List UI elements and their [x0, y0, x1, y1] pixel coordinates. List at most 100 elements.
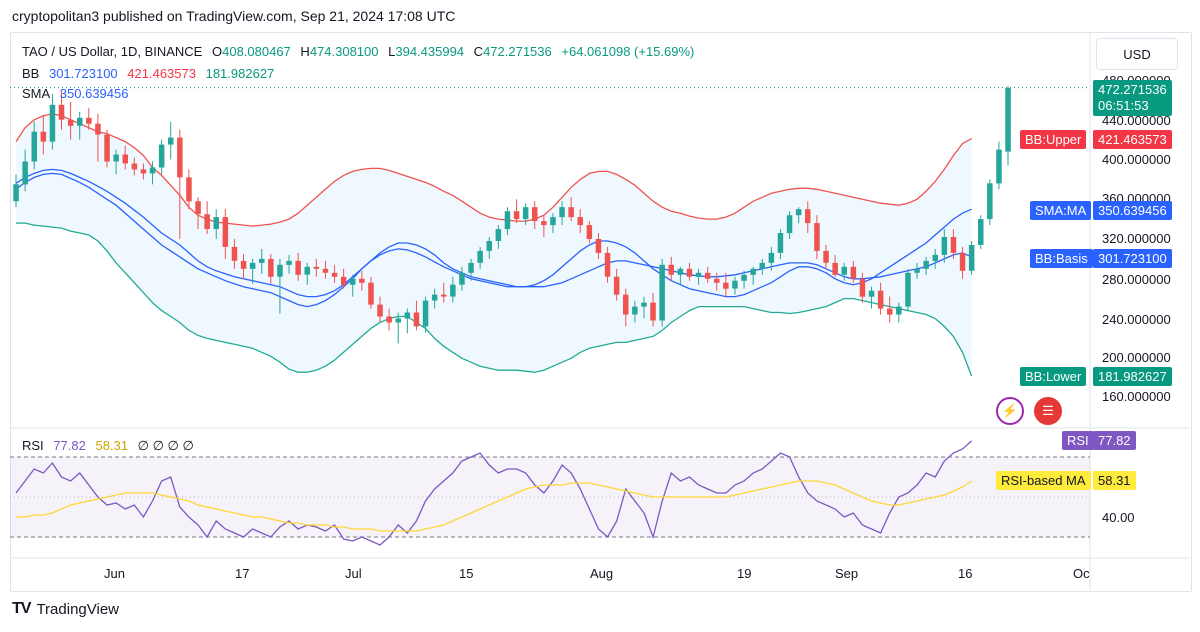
sma-line — [15, 172, 972, 308]
bb-basis-line — [15, 168, 972, 298]
rsi-line — [15, 440, 973, 546]
candle-body — [941, 237, 948, 255]
last-price-tag: 472.271536 06:51:53 — [1093, 80, 1172, 116]
x-label-jul: Jul — [345, 566, 362, 581]
candle-body — [131, 163, 138, 170]
candle-body — [122, 154, 128, 164]
price-tick-440: 440.000000 — [1102, 113, 1171, 128]
candle-body — [441, 294, 447, 297]
candle-body — [240, 260, 247, 269]
candle-body — [186, 177, 192, 202]
us-flag-icon[interactable]: ☰ — [1034, 397, 1062, 425]
candle-body — [468, 262, 474, 273]
candle-body — [914, 268, 920, 273]
high-value: 474.308100 — [309, 44, 379, 59]
tradingview-logo-icon: TV — [12, 600, 31, 617]
candle-body — [268, 258, 274, 277]
high-label: H — [300, 44, 310, 59]
x-label-17: 17 — [235, 566, 250, 581]
sma-tag-value: 350.639456 — [1093, 201, 1172, 220]
candle-body — [686, 268, 693, 277]
x-label-aug: Aug — [590, 566, 614, 581]
candle-body — [723, 282, 729, 289]
candle-body — [40, 131, 47, 142]
candle-body — [577, 217, 583, 226]
rsi-legend: RSI 77.82 58.31 ∅ ∅ ∅ ∅ — [22, 438, 200, 454]
x-label-jun: Jun — [104, 566, 125, 581]
candle-body — [768, 252, 775, 263]
candle-body — [450, 284, 456, 297]
candle-body — [541, 221, 547, 226]
candle-body — [550, 217, 556, 226]
candle-body — [996, 149, 1002, 184]
sma-value: 350.639456 — [59, 86, 129, 101]
candle-body — [404, 312, 411, 319]
candle-body — [513, 211, 520, 220]
sma-label: SMA — [22, 86, 51, 101]
candle-body — [823, 250, 829, 263]
bb-band-fill — [16, 113, 972, 377]
candle-body — [677, 268, 684, 275]
last-price-value: 472.271536 — [1098, 82, 1167, 97]
x-label-oc: Oc — [1073, 566, 1090, 581]
currency-button[interactable]: USD — [1096, 38, 1178, 70]
candle-body — [759, 262, 765, 269]
candle-body — [732, 280, 738, 289]
candle-body — [58, 104, 65, 120]
candle-body — [313, 266, 320, 269]
price-tick-400: 400.000000 — [1102, 152, 1171, 167]
candle-body — [22, 161, 28, 185]
candle-body — [1005, 88, 1011, 152]
candle-body — [331, 272, 338, 277]
candle-body — [650, 302, 656, 321]
bb-lower-tag-label: BB:Lower — [1020, 367, 1087, 386]
bb-lower-value: 181.982627 — [205, 66, 275, 81]
bb-basis-tag-label: BB:Basis — [1030, 249, 1093, 268]
rsi-empty-values: ∅ ∅ ∅ ∅ — [137, 438, 194, 453]
price-tick-200: 200.000000 — [1102, 350, 1171, 365]
candle-body — [695, 272, 702, 277]
candle-body — [877, 290, 884, 309]
price-tick-240: 240.000000 — [1102, 312, 1171, 327]
candle-body — [195, 201, 201, 215]
candle-body — [322, 268, 329, 273]
candle-body — [459, 272, 465, 285]
bb-basis-tag-value: 301.723100 — [1093, 249, 1172, 268]
candle-body — [613, 276, 620, 295]
candle-body — [368, 282, 374, 305]
footer-brand[interactable]: TV TradingView — [12, 600, 119, 618]
candle-body — [668, 264, 674, 275]
ohlc-open: O408.080467 — [212, 44, 291, 59]
candle-body — [741, 274, 747, 281]
candle-body — [978, 219, 984, 245]
rsi-value: 77.82 — [53, 438, 86, 453]
candle-body — [641, 302, 647, 307]
lightning-icon[interactable]: ⚡ — [996, 397, 1024, 425]
candle-body — [923, 260, 929, 269]
candle-body — [340, 276, 347, 285]
bb-upper-value: 421.463573 — [127, 66, 196, 81]
candle-body — [532, 207, 538, 222]
candle-body — [95, 123, 101, 135]
chart-frame[interactable] — [10, 32, 1192, 592]
close-value: 472.271536 — [483, 44, 552, 59]
publish-header: cryptopolitan3 published on TradingView.… — [12, 8, 456, 24]
rsi-label: RSI — [22, 438, 44, 453]
candle-body — [559, 207, 565, 218]
candle-body — [149, 167, 156, 174]
candle-body — [595, 239, 602, 253]
bb-lower-tag-value: 181.982627 — [1093, 367, 1172, 386]
candle-body — [950, 237, 957, 253]
candle-body — [987, 183, 993, 220]
rsi-tag-label: RSI — [1062, 431, 1094, 450]
candle-body — [568, 207, 574, 218]
open-label: O — [211, 44, 223, 59]
rsi-ma-line — [16, 480, 972, 532]
candle-body — [350, 278, 356, 285]
candle-body — [959, 252, 966, 271]
price-tick-160: 160.000000 — [1102, 389, 1171, 404]
candle-body — [168, 137, 174, 145]
open-value: 408.080467 — [222, 44, 291, 59]
candle-body — [213, 217, 219, 229]
